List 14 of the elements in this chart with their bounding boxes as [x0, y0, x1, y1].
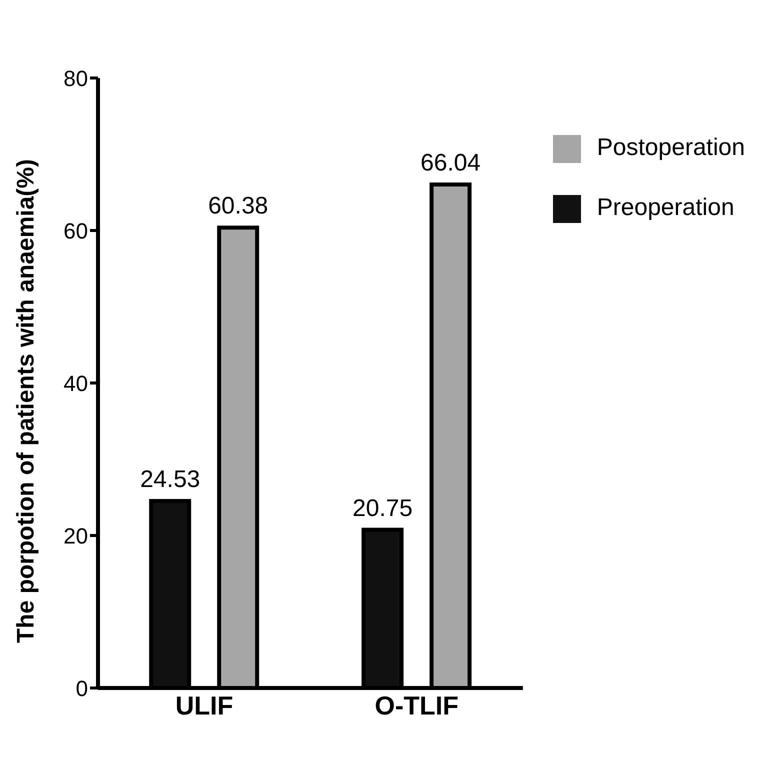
x-tick-label: ULIF	[175, 690, 234, 720]
legend-label: Preoperation	[596, 194, 734, 221]
y-tick-label: 60	[64, 218, 88, 244]
x-tick-label: O-TLIF	[374, 690, 459, 720]
data-label: 24.53	[140, 466, 200, 493]
data-label: 66.04	[420, 149, 481, 176]
y-tick-label: 20	[64, 523, 88, 548]
data-label: 60.38	[208, 192, 268, 220]
y-tick-label: 40	[64, 370, 88, 396]
data-label: 20.75	[352, 494, 413, 522]
y-tick-label: 80	[64, 66, 88, 91]
y-tick-label: 0	[76, 676, 88, 701]
legend-label: Postoperation	[596, 134, 745, 161]
y-axis-title: The porpotion of patients with anaemia(%)	[12, 158, 40, 643]
